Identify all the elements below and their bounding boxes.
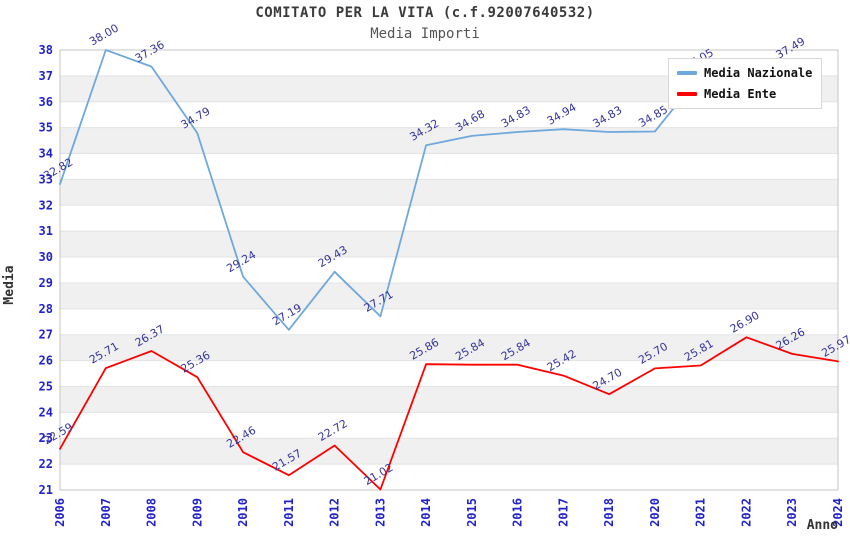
x-tick-label: 2015 [465, 498, 479, 527]
series-line [59, 336, 839, 491]
data-label: 37.36 [133, 38, 167, 65]
y-axis-title: Media [2, 265, 17, 305]
x-tick-label: 2018 [602, 498, 616, 527]
y-tick-label: 21 [39, 483, 53, 497]
x-tick-label: 2014 [419, 498, 433, 527]
y-tick-labels: 21 22 23 24 25 26 27 28 29 30 31 32 33 34 35 36 37 38 [39, 43, 53, 497]
grid-band [60, 334, 838, 361]
legend-item-media-nazionale: Media Nazionale [677, 64, 812, 82]
grid-band [60, 179, 838, 206]
y-tick-label: 26 [39, 354, 53, 368]
data-label: 26.90 [728, 309, 762, 336]
y-tick-label: 25 [39, 379, 53, 393]
x-tick-label: 2007 [99, 498, 113, 527]
y-tick-label: 38 [39, 43, 53, 57]
media-ente-line-swatch-icon [677, 92, 697, 96]
x-tick-label: 2006 [53, 498, 67, 527]
y-tick-label: 34 [39, 147, 53, 161]
legend-label: Media Ente [704, 87, 777, 101]
legend-label: Media Nazionale [704, 66, 813, 80]
data-label: 34.85 [636, 103, 670, 130]
chart-title: COMITATO PER LA VITA (c.f.92007640532) [255, 5, 595, 21]
grid-band [60, 386, 838, 413]
series-line [59, 49, 794, 331]
x-tick-label: 2011 [282, 498, 296, 527]
legend: Media Nazionale Media Ente [668, 58, 823, 109]
grid-band [60, 438, 838, 465]
data-label: 21.02 [362, 461, 396, 488]
data-label: 34.94 [545, 101, 579, 128]
x-axis-title: Anno [806, 518, 838, 533]
y-tick-label: 27 [39, 328, 53, 342]
plot-border [59, 49, 839, 491]
media-nazionale-line-swatch-icon [677, 71, 697, 75]
grid-band [60, 231, 838, 258]
y-tick-label: 33 [39, 172, 53, 186]
x-tick-label: 2023 [785, 498, 799, 527]
grid-bands [60, 75, 838, 465]
data-label: 34.83 [591, 104, 625, 131]
x-tick-label: 2022 [739, 498, 753, 527]
x-tick-label: 2021 [694, 498, 708, 527]
series-media-nazionale [59, 49, 794, 331]
x-tick-label: 2012 [328, 498, 342, 527]
y-tick-label: 37 [39, 69, 53, 83]
x-tick-labels: 2006 2007 2008 2009 2010 2011 2012 2013 2014 2015… [53, 498, 845, 527]
y-tick-label: 36 [39, 95, 53, 109]
x-tick-label: 2024 [831, 498, 845, 527]
legend-item-media-ente: Media Ente [677, 85, 812, 103]
x-tick-label: 2009 [190, 498, 204, 527]
x-tick-label: 2008 [145, 498, 159, 527]
x-tick-label: 2020 [648, 498, 662, 527]
grid-band [60, 282, 838, 309]
y-tick-label: 32 [39, 198, 53, 212]
series-media-ente [59, 336, 839, 491]
x-tick-label: 2017 [556, 498, 570, 527]
y-tick-label: 29 [39, 276, 53, 290]
y-tick-label: 24 [39, 405, 53, 419]
x-tick-label: 2016 [511, 498, 525, 527]
y-tick-label: 28 [39, 302, 53, 316]
x-tick-label: 2010 [236, 498, 250, 527]
data-label: 38.00 [87, 21, 121, 48]
y-tick-label: 35 [39, 121, 53, 135]
gridlines [60, 49, 838, 491]
y-tick-label: 30 [39, 250, 53, 264]
chart-subtitle: Media Importi [370, 26, 480, 42]
y-tick-label: 22 [39, 457, 53, 471]
x-tick-label: 2013 [373, 498, 387, 527]
data-label: 34.83 [499, 104, 533, 131]
y-tick-label: 23 [39, 431, 53, 445]
y-tick-label: 31 [39, 224, 53, 238]
